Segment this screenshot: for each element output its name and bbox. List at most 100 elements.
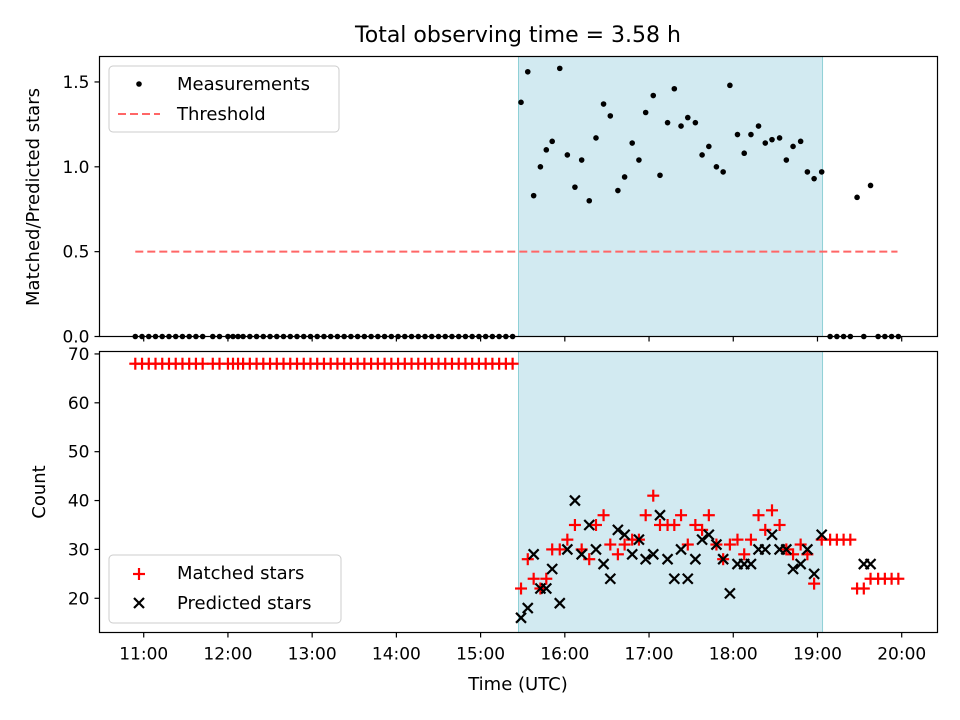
- predicted-star-point: [633, 533, 645, 546]
- measurement-point: [586, 197, 593, 204]
- predicted-star-point: [521, 602, 534, 614]
- chart-title: Total observing time = 3.58 h: [354, 23, 681, 48]
- measurement-point: [867, 182, 874, 189]
- measurement-point: [790, 143, 796, 150]
- bottom-y-tick-label: 60: [68, 394, 90, 414]
- legend-threshold-label: Threshold: [176, 104, 266, 125]
- measurement-point: [657, 172, 663, 179]
- matched-star-point: [696, 523, 709, 536]
- predicted-star-point: [661, 553, 674, 565]
- predicted-star-point: [682, 572, 694, 585]
- measurement-point: [699, 152, 705, 158]
- matched-star-point: [702, 509, 715, 522]
- measurement-point: [678, 123, 684, 129]
- measurement-point: [727, 82, 733, 89]
- top-y-tick-label: 1.0: [62, 158, 89, 178]
- predicted-star-point: [780, 543, 793, 556]
- measurement-point: [818, 169, 825, 175]
- measurement-point: [755, 123, 762, 129]
- measurement-point: [607, 113, 614, 119]
- matched-star-point: [597, 509, 610, 522]
- matched-star-point: [553, 543, 566, 556]
- predicted-star-point: [689, 553, 702, 565]
- matched-star-point: [521, 553, 534, 566]
- matched-star-point: [723, 538, 736, 551]
- measurement-point: [664, 119, 671, 126]
- top-y-tick-label: 0.5: [62, 243, 89, 263]
- x-tick-label: 19:00: [793, 645, 842, 665]
- measurement-point: [530, 192, 537, 199]
- predicted-star-point: [569, 494, 581, 507]
- top-shaded-region: [518, 56, 824, 337]
- matched-star-point: [766, 504, 779, 517]
- bottom-y-tick-label: 50: [68, 443, 90, 463]
- predicted-star-point: [815, 528, 828, 541]
- x-tick-label: 14:00: [372, 645, 421, 665]
- top-y-axis-label: Matched/Predicted stars: [23, 88, 44, 306]
- x-tick-label: 16:00: [540, 645, 589, 665]
- predicted-star-point: [864, 558, 877, 570]
- x-tick-label: 15:00: [456, 645, 505, 665]
- predicted-star-point: [675, 543, 687, 556]
- predicted-star-point: [647, 548, 660, 561]
- measurement-point: [518, 99, 524, 106]
- measurement-point: [537, 164, 544, 170]
- x-tick-label: 11:00: [119, 645, 168, 665]
- top-legend: Measurements Threshold: [108, 65, 340, 133]
- matched-star-point: [681, 538, 694, 551]
- measurement-point: [549, 138, 555, 145]
- predicted-star-point: [618, 528, 631, 541]
- measurement-point: [797, 138, 804, 145]
- measurement-point: [621, 174, 628, 180]
- measurement-point: [593, 135, 599, 141]
- predicted-star-point: [540, 582, 553, 595]
- matched-star-point: [604, 538, 617, 551]
- predicted-star-point: [515, 612, 527, 624]
- predicted-star-point: [612, 524, 624, 536]
- measurement-point: [748, 131, 754, 138]
- predicted-star-point: [717, 553, 729, 565]
- predicted-star-point: [787, 563, 799, 575]
- x-tick-label: 13:00: [288, 645, 337, 665]
- bottom-panel: 20 30 40 50 60 70 11:00 12:00 13:00 14:00 15:00 16…: [29, 345, 939, 695]
- predicted-star-point: [583, 519, 596, 531]
- matched-star-point: [773, 518, 786, 531]
- bottom-y-tick-label: 40: [68, 492, 90, 512]
- matched-star-point: [647, 489, 660, 502]
- matched-star-point: [540, 572, 553, 585]
- measurement-point: [811, 175, 817, 182]
- predicted-star-point: [745, 558, 757, 570]
- matched-star-point: [515, 582, 528, 595]
- predicted-star-point: [668, 572, 681, 585]
- matched-star-point: [689, 518, 702, 531]
- matched-star-point: [787, 548, 800, 561]
- bottom-shaded-region: [518, 351, 824, 633]
- measurement-point: [776, 135, 783, 141]
- measurement-point: [804, 169, 811, 175]
- matched-star-point: [844, 533, 857, 546]
- legend-predicted-label: Predicted stars: [177, 593, 311, 614]
- predicted-star-point: [759, 543, 772, 556]
- predicted-star-point: [724, 587, 736, 600]
- measurement-point: [636, 157, 642, 163]
- matched-star-point: [506, 357, 519, 370]
- predicted-star-point: [626, 548, 638, 561]
- x-tick-label: 20:00: [877, 645, 926, 665]
- measurement-point: [854, 194, 860, 201]
- predicted-star-point: [546, 563, 558, 575]
- matched-star-point: [668, 518, 681, 531]
- predicted-star-point: [590, 543, 602, 556]
- legend-measurements-label: Measurements: [177, 74, 310, 95]
- bottom-legend: Matched stars Predicted stars: [108, 554, 342, 624]
- x-tick-label: 12:00: [203, 645, 252, 665]
- matched-star-point: [618, 538, 631, 551]
- x-axis-label: Time (UTC): [467, 674, 568, 695]
- bottom-y-tick-label: 30: [68, 540, 90, 560]
- predicted-star-point: [654, 509, 666, 521]
- predicted-star-point: [561, 543, 574, 556]
- top-panel: 0.0 0.5 1.0 1.5 Matched/Predicted stars Mea…: [23, 55, 939, 348]
- measurement-point: [524, 68, 531, 75]
- measurement-point: [556, 65, 563, 72]
- matched-star-point: [744, 533, 757, 546]
- matched-star-point: [561, 533, 574, 546]
